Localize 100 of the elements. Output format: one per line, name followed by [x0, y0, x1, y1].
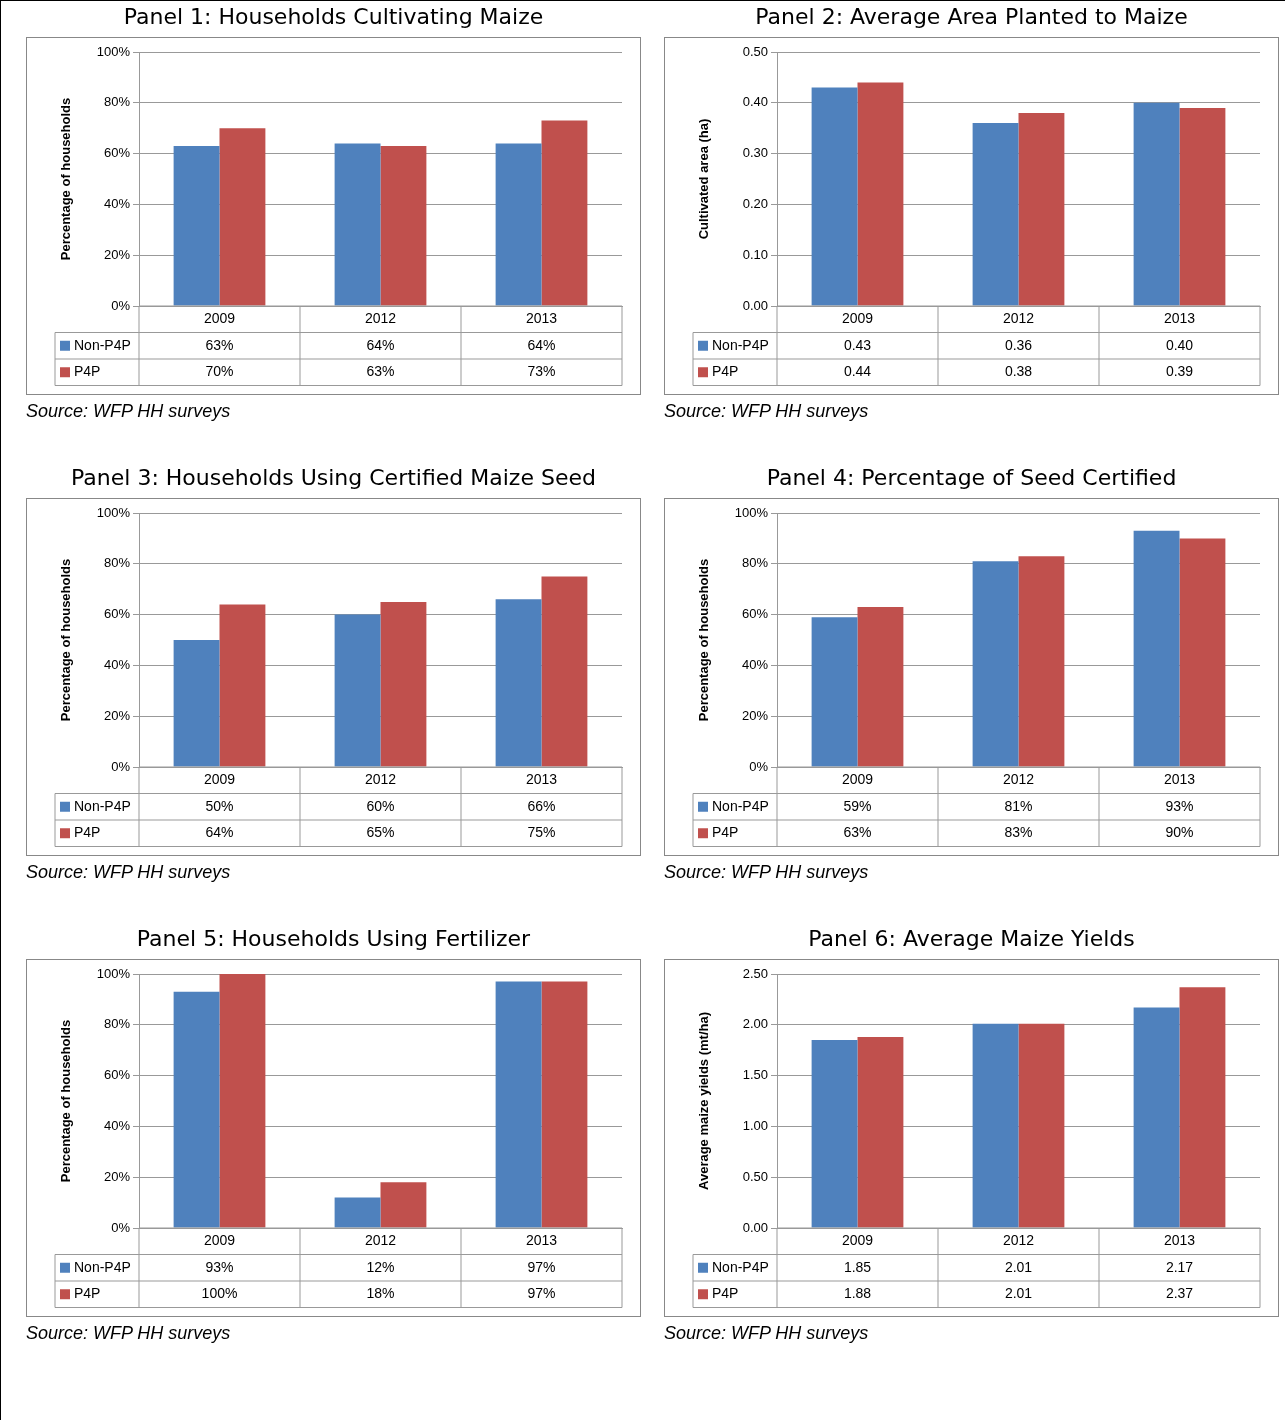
- y-tick-label: 40%: [741, 656, 769, 672]
- y-tick-label: 0%: [111, 758, 131, 774]
- bar: [541, 981, 588, 1228]
- legend-label: P4P: [712, 824, 739, 841]
- data-label: 97%: [527, 1285, 556, 1302]
- legend-label: Non-P4P: [74, 336, 131, 353]
- bar: [541, 576, 588, 767]
- y-tick-label: 80%: [741, 555, 769, 571]
- y-tick-label: 0.30: [742, 145, 768, 161]
- x-tick-label: 2013: [525, 310, 558, 327]
- data-label: 64%: [527, 336, 556, 353]
- data-label: 63%: [205, 336, 234, 353]
- data-label: 65%: [366, 824, 395, 841]
- x-tick-label: 2009: [203, 771, 236, 788]
- bar: [1018, 1023, 1065, 1228]
- bar: [972, 123, 1019, 306]
- y-tick-label: 100%: [96, 43, 131, 59]
- y-tick-label: 0.20: [742, 195, 768, 211]
- legend-label: P4P: [74, 1285, 101, 1302]
- bar: [173, 145, 220, 306]
- x-tick-label: 2009: [203, 1232, 236, 1249]
- bar: [1179, 107, 1226, 306]
- data-label: 64%: [205, 824, 234, 841]
- bar: [173, 991, 220, 1228]
- x-tick-label: 2013: [1163, 1232, 1196, 1249]
- data-label: 0.43: [843, 336, 872, 353]
- x-tick-label: 2009: [841, 310, 874, 327]
- y-tick-label: 60%: [741, 606, 769, 622]
- x-tick-label: 2013: [525, 1232, 558, 1249]
- data-label: 0.38: [1004, 363, 1033, 380]
- y-tick-label: 100%: [734, 504, 769, 520]
- bar: [380, 145, 427, 306]
- bar: [495, 599, 542, 767]
- y-tick-label: 0.10: [742, 246, 768, 262]
- legend-label: Non-P4P: [712, 797, 769, 814]
- bar: [334, 614, 381, 767]
- bar: [857, 82, 904, 306]
- bar: [811, 617, 858, 767]
- y-tick-label: 100%: [96, 965, 131, 981]
- y-tick-label: 40%: [103, 195, 131, 211]
- y-axis-title: Average maize yields (mt/ha): [696, 1012, 712, 1190]
- y-tick-label: 0.50: [742, 1168, 768, 1184]
- chart-title: Panel 1: Households Cultivating Maize: [122, 3, 545, 31]
- chart-title: Panel 2: Average Area Planted to Maize: [754, 3, 1189, 31]
- x-tick-label: 2012: [1002, 771, 1035, 788]
- y-tick-label: 60%: [103, 1067, 131, 1083]
- data-label: 0.44: [843, 363, 872, 380]
- bar: [219, 604, 266, 767]
- data-label: 63%: [843, 824, 872, 841]
- data-label: 100%: [201, 1285, 238, 1302]
- legend-label: P4P: [712, 1285, 739, 1302]
- bar: [857, 1036, 904, 1228]
- x-tick-label: 2012: [364, 1232, 397, 1249]
- bar: [1179, 987, 1226, 1228]
- data-label: 64%: [366, 336, 395, 353]
- legend-label: Non-P4P: [712, 336, 769, 353]
- data-label: 18%: [366, 1285, 395, 1302]
- bar: [219, 974, 266, 1228]
- x-tick-label: 2012: [364, 310, 397, 327]
- source-note: Source: WFP HH surveys: [664, 862, 870, 883]
- source-note: Source: WFP HH surveys: [26, 1323, 232, 1344]
- data-label: 12%: [366, 1258, 395, 1275]
- data-label: 81%: [1004, 797, 1033, 814]
- bar: [173, 640, 220, 767]
- y-tick-label: 100%: [96, 504, 131, 520]
- data-label: 2.01: [1004, 1258, 1033, 1275]
- data-label: 0.36: [1004, 336, 1033, 353]
- legend-label: P4P: [74, 363, 101, 380]
- data-label: 0.40: [1165, 336, 1194, 353]
- source-note: Source: WFP HH surveys: [26, 401, 232, 422]
- bar: [380, 1182, 427, 1228]
- bar: [1133, 102, 1180, 306]
- bar: [495, 143, 542, 306]
- y-tick-label: 20%: [103, 246, 131, 262]
- x-tick-label: 2009: [841, 1232, 874, 1249]
- data-label: 1.85: [843, 1258, 872, 1275]
- y-tick-label: 40%: [103, 656, 131, 672]
- bar: [1018, 112, 1065, 306]
- data-label: 1.88: [843, 1285, 872, 1302]
- y-tick-label: 40%: [103, 1117, 131, 1133]
- y-tick-label: 0%: [111, 297, 131, 313]
- y-tick-label: 80%: [103, 1016, 131, 1032]
- chart-title: Panel 5: Households Using Fertilizer: [135, 925, 532, 953]
- data-label: 83%: [1004, 824, 1033, 841]
- source-note: Source: WFP HH surveys: [664, 401, 870, 422]
- y-axis-title: Percentage of households: [58, 558, 74, 722]
- data-label: 97%: [527, 1258, 556, 1275]
- data-label: 2.37: [1165, 1285, 1194, 1302]
- chart-title: Panel 4: Percentage of Seed Certified: [765, 464, 1178, 492]
- data-label: 75%: [527, 824, 556, 841]
- bar: [1133, 530, 1180, 767]
- data-label: 90%: [1165, 824, 1194, 841]
- y-tick-label: 2.00: [742, 1016, 768, 1032]
- source-note: Source: WFP HH surveys: [26, 862, 232, 883]
- legend-label: Non-P4P: [712, 1258, 769, 1275]
- y-tick-label: 0.50: [742, 43, 768, 59]
- x-tick-label: 2009: [203, 310, 236, 327]
- y-tick-label: 1.00: [742, 1117, 768, 1133]
- bar: [1179, 538, 1226, 767]
- x-tick-label: 2012: [1002, 310, 1035, 327]
